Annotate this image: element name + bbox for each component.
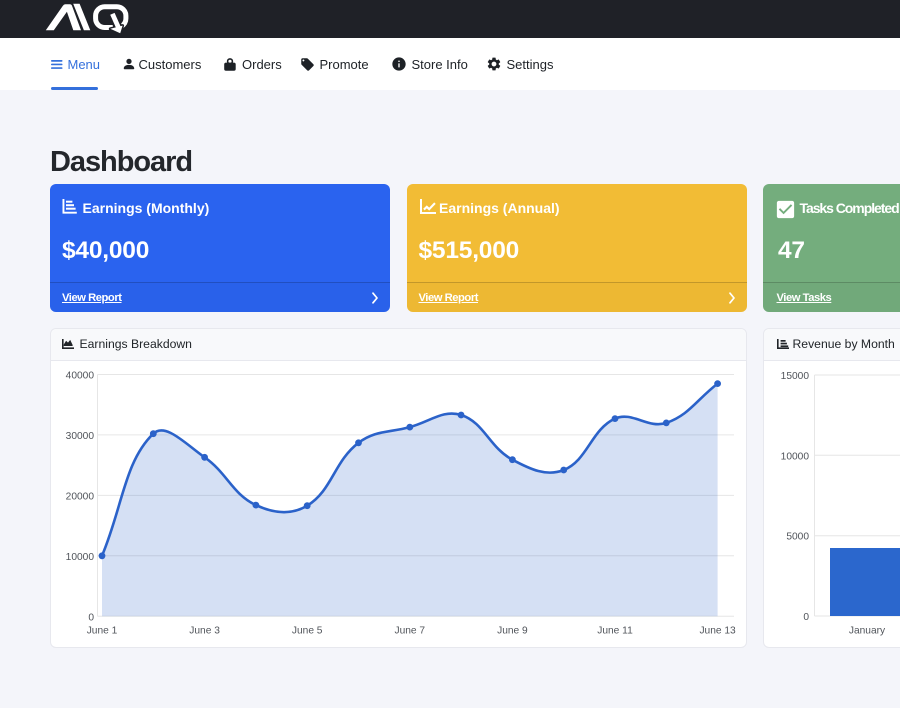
- svg-text:5000: 5000: [786, 532, 809, 543]
- svg-text:0: 0: [803, 612, 809, 623]
- svg-text:30000: 30000: [66, 431, 95, 442]
- svg-text:15000: 15000: [781, 371, 810, 382]
- svg-text:June 9: June 9: [497, 626, 528, 637]
- svg-text:40000: 40000: [66, 371, 95, 382]
- svg-text:June 13: June 13: [699, 626, 736, 637]
- svg-text:0: 0: [88, 612, 94, 623]
- svg-text:10000: 10000: [781, 451, 810, 462]
- svg-text:June 1: June 1: [87, 626, 118, 637]
- svg-text:June 5: June 5: [292, 626, 323, 637]
- svg-text:10000: 10000: [66, 552, 95, 563]
- svg-text:June 11: June 11: [597, 626, 633, 637]
- svg-text:20000: 20000: [66, 491, 95, 502]
- svg-text:January: January: [849, 626, 886, 637]
- svg-text:June 3: June 3: [189, 626, 220, 637]
- svg-text:June 7: June 7: [395, 626, 426, 637]
